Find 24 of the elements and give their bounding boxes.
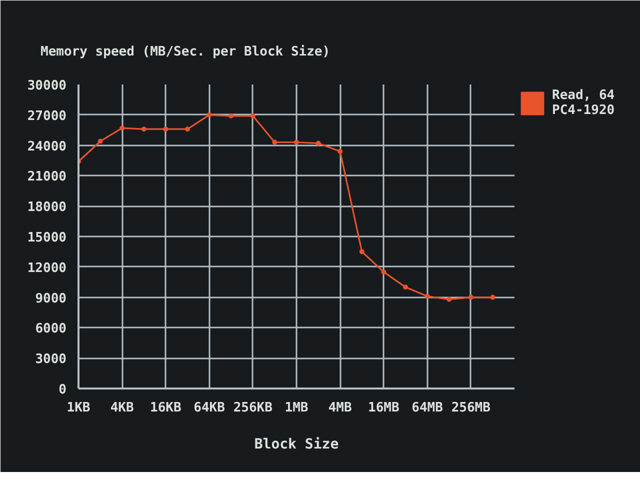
y-tick-label: 30000 <box>27 78 67 94</box>
x-tick-label: 256KB <box>233 400 273 416</box>
x-tick-label: 16MB <box>368 400 400 416</box>
y-tick-label: 24000 <box>27 139 67 154</box>
y-tick-label: 27000 <box>27 108 67 124</box>
x-tick-label: 64KB <box>194 400 226 416</box>
y-tick-label: 6000 <box>35 322 67 337</box>
x-tick-label: 64MB <box>412 400 444 416</box>
y-tick-label: 18000 <box>27 200 67 216</box>
x-tick-label: 1MB <box>284 400 308 416</box>
y-tick-label: 0 <box>58 382 67 398</box>
y-tick-label: 15000 <box>27 230 67 246</box>
x-tick-label: 16KB <box>150 400 182 416</box>
x-tick-label: 4MB <box>328 400 352 416</box>
y-tick-label: 3000 <box>35 352 67 368</box>
y-tick-label: 21000 <box>27 170 67 185</box>
x-axis-title: Block Size <box>254 436 339 452</box>
x-tick-label: 1KB <box>66 400 90 416</box>
x-tick-label: 4KB <box>110 400 134 416</box>
x-tick-label: 256MB <box>451 400 491 416</box>
legend-label: Read, 64 PC4-1920 <box>552 88 615 118</box>
y-tick-label: 9000 <box>35 291 67 306</box>
y-tick-label: 12000 <box>27 260 67 276</box>
chart-title: Memory speed (MB/Sec. per Block Size) <box>40 44 330 60</box>
